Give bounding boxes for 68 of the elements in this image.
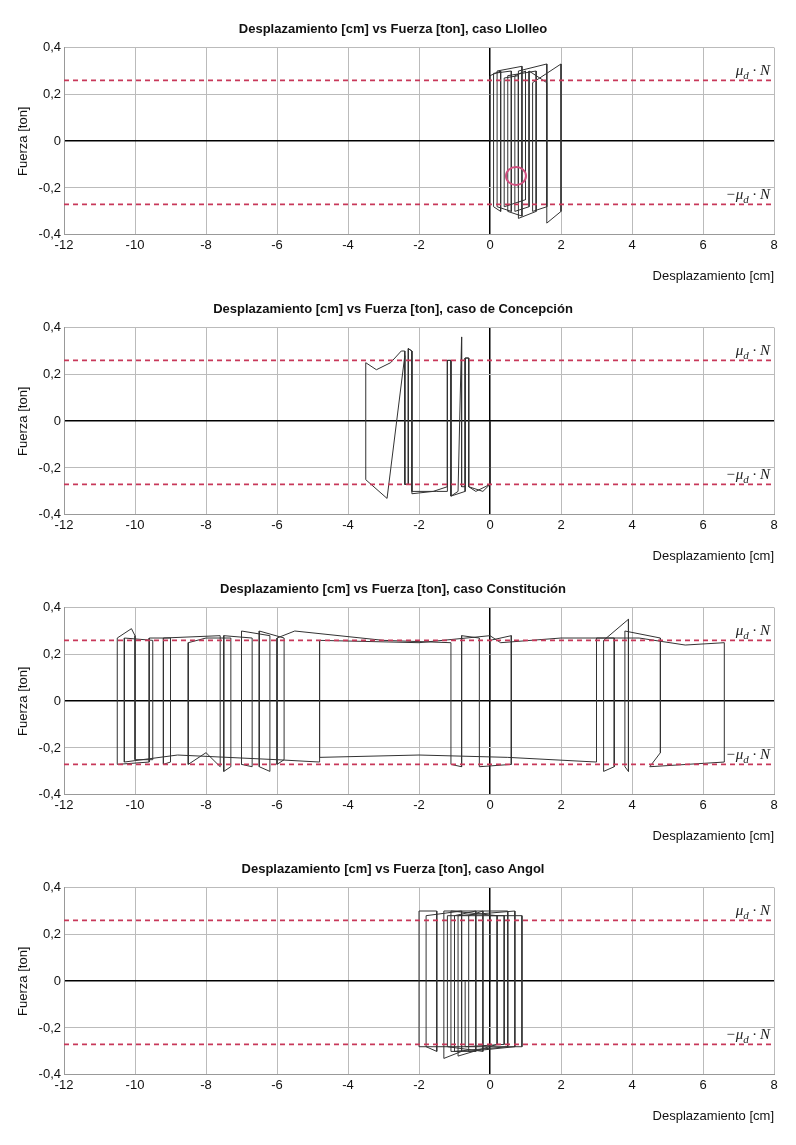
y-tick-label: 0,4 [42, 879, 61, 895]
x-tick-label: 4 [628, 1077, 636, 1093]
x-tick-label: -4 [342, 237, 354, 253]
y-tick-label: 0,2 [42, 85, 61, 101]
chart-title: Desplazamiento [cm] vs Fuerza [ton], caso Llolleo [238, 21, 548, 37]
y-tick-label: 0,4 [42, 319, 61, 335]
x-tick-label: -2 [413, 237, 425, 253]
y-tick-label: 0,2 [42, 365, 61, 381]
x-tick-label: 2 [557, 797, 565, 813]
y-tick-label: 0,4 [42, 599, 61, 615]
x-tick-label: -10 [125, 797, 145, 813]
x-tick-label: 6 [699, 797, 707, 813]
y-tick-label: -0,2 [38, 179, 61, 195]
x-tick-label: 4 [628, 517, 636, 533]
y-tick-label: 0 [53, 692, 61, 708]
x-tick-label: -10 [125, 237, 145, 253]
x-tick-label: -2 [413, 1077, 425, 1093]
x-tick-label: -4 [342, 797, 354, 813]
x-tick-label: 2 [557, 237, 565, 253]
x-tick-label: 0 [486, 797, 494, 813]
y-tick-label: -0,2 [38, 739, 61, 755]
x-tick-label: 4 [628, 237, 636, 253]
x-tick-label: -4 [342, 1077, 354, 1093]
x-tick-label: -10 [125, 517, 145, 533]
y-tick-label: 0,4 [42, 39, 61, 55]
y-tick-label: 0,2 [42, 925, 61, 941]
y-tick-label: -0,2 [38, 1019, 61, 1035]
x-axis-title: Desplazamiento [cm] [652, 547, 774, 563]
x-tick-label: 8 [770, 1077, 778, 1093]
x-axis-title: Desplazamiento [cm] [652, 827, 774, 843]
y-axis-title: Fuerza [ton] [15, 106, 31, 176]
x-tick-label: 8 [770, 797, 778, 813]
x-axis-title: Desplazamiento [cm] [652, 1107, 774, 1123]
x-tick-label: -6 [271, 797, 283, 813]
chart-title: Desplazamiento [cm] vs Fuerza [ton], caso Angol [241, 861, 545, 877]
x-tick-label: 2 [557, 1077, 565, 1093]
x-tick-label: 0 [486, 1077, 494, 1093]
x-tick-label: -8 [200, 237, 212, 253]
x-tick-label: 8 [770, 237, 778, 253]
x-tick-label: -10 [125, 1077, 145, 1093]
y-tick-label: -0,2 [38, 459, 61, 475]
y-axis-title: Fuerza [ton] [15, 386, 31, 456]
x-axis-title: Desplazamiento [cm] [652, 267, 774, 283]
y-tick-label: 0 [53, 972, 61, 988]
x-tick-label: 6 [699, 1077, 707, 1093]
x-tick-label: -6 [271, 1077, 283, 1093]
y-axis-title: Fuerza [ton] [15, 666, 31, 736]
x-tick-label: 2 [557, 517, 565, 533]
chart-title: Desplazamiento [cm] vs Fuerza [ton], caso de Concepción [213, 301, 573, 317]
x-tick-label: -2 [413, 797, 425, 813]
x-tick-label: 6 [699, 237, 707, 253]
x-tick-label: -6 [271, 237, 283, 253]
x-tick-label: -8 [200, 517, 212, 533]
x-tick-label: 0 [486, 517, 494, 533]
y-tick-label: 0 [53, 412, 61, 428]
x-tick-label: 6 [699, 517, 707, 533]
y-tick-label: 0 [53, 132, 61, 148]
x-tick-label: -4 [342, 517, 354, 533]
chart-title: Desplazamiento [cm] vs Fuerza [ton], caso Constitución [220, 581, 567, 597]
x-tick-label: -8 [200, 797, 212, 813]
y-axis-title: Fuerza [ton] [15, 946, 31, 1016]
x-tick-label: 4 [628, 797, 636, 813]
x-tick-label: -8 [200, 1077, 212, 1093]
x-tick-label: 8 [770, 517, 778, 533]
x-tick-label: 0 [486, 237, 494, 253]
y-tick-label: 0,2 [42, 645, 61, 661]
x-tick-label: -2 [413, 517, 425, 533]
x-tick-label: -6 [271, 517, 283, 533]
